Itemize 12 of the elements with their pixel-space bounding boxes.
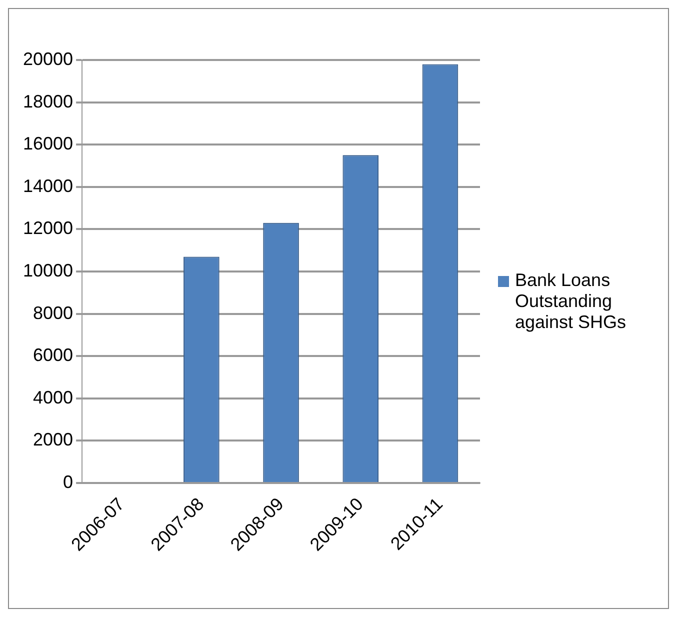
y-tick-label: 0: [63, 472, 74, 492]
y-tick-label: 16000: [22, 134, 74, 154]
y-tick-label: 14000: [22, 176, 74, 196]
y-tick-label: 12000: [22, 218, 74, 238]
y-tick-label: 10000: [22, 260, 74, 280]
y-tick-label: 18000: [22, 91, 74, 112]
y-tick-label: 2000: [33, 430, 74, 450]
legend-label: Bank Loans Outstanding against SHGs: [515, 270, 628, 333]
y-tick-label: 6000: [33, 345, 74, 366]
y-tick-label: 4000: [33, 387, 74, 408]
y-tick-label: 8000: [33, 302, 74, 323]
y-tick-label: 20000: [22, 48, 74, 69]
